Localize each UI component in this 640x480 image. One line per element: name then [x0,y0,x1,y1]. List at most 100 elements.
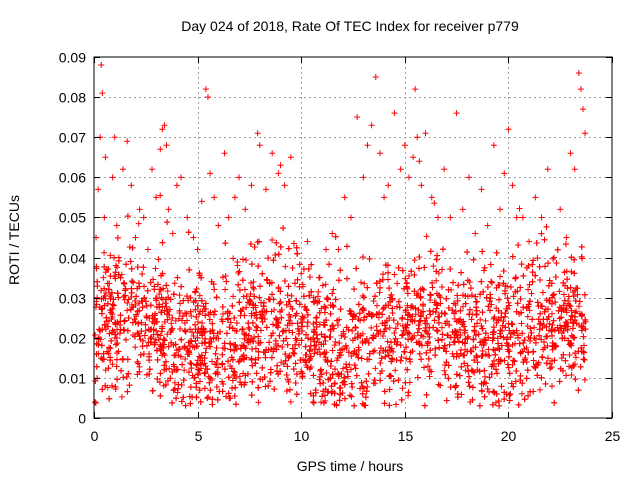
data-point [473,304,480,311]
data-point [505,320,512,327]
data-point [520,272,527,279]
data-point [157,146,164,153]
data-point [304,323,311,330]
data-point [298,270,305,277]
data-point [370,297,377,304]
data-point [368,324,375,331]
data-point [480,341,487,348]
data-point [337,306,344,313]
data-point [548,326,555,333]
data-point [332,296,339,303]
data-point [568,254,575,261]
data-point [376,309,383,316]
data-point [532,364,539,371]
data-point [302,351,309,358]
data-point [321,322,328,329]
data-point [581,356,588,363]
data-point [398,396,405,403]
data-point [521,337,528,344]
data-point [128,278,135,285]
data-point [253,309,260,316]
data-point [169,230,176,237]
data-point [114,376,121,383]
data-point [376,150,383,157]
data-point [438,284,445,291]
data-point [452,329,459,336]
data-point [486,374,493,381]
data-point [126,382,133,389]
data-point [199,320,206,327]
data-point [336,397,343,404]
data-point [306,274,313,281]
data-point [192,321,199,328]
data-point [105,286,112,293]
data-point [423,315,430,322]
data-point [421,402,428,409]
data-point [161,366,168,373]
data-point [491,357,498,364]
data-point [418,332,425,339]
data-point [284,363,291,370]
data-point [115,271,122,278]
data-point [121,280,128,287]
data-point [300,266,307,273]
data-point [253,327,260,334]
data-point [518,390,525,397]
data-point [287,313,294,320]
data-point [164,288,171,295]
data-point [317,366,324,373]
data-point [202,86,209,93]
data-point [158,343,165,350]
data-point [114,340,121,347]
data-point [310,334,317,341]
data-point [308,288,315,295]
data-point [146,357,153,364]
data-point [133,293,140,300]
data-point [286,352,293,359]
data-point [135,280,142,287]
data-point [227,340,234,347]
data-point [111,328,118,335]
data-point [275,371,282,378]
data-point [104,280,111,287]
data-point [572,376,579,383]
data-point [124,327,131,334]
data-point [101,214,108,221]
data-point [196,272,203,279]
data-point [314,335,321,342]
data-point [171,386,178,393]
data-point [331,390,338,397]
data-point [506,397,513,404]
data-point [580,333,587,340]
data-point [526,238,533,245]
data-point [200,303,207,310]
data-point [385,269,392,276]
data-point [345,326,352,333]
data-point [136,368,143,375]
data-point [242,372,249,379]
data-point [405,329,412,336]
data-point [539,289,546,296]
data-point [135,320,142,327]
data-point [172,317,179,324]
data-point [321,392,328,399]
data-point [108,337,115,344]
data-point [549,332,556,339]
data-point [277,243,284,250]
data-point [250,279,257,286]
data-point [308,261,315,268]
data-point [536,263,543,270]
data-point [538,230,545,237]
data-point [173,395,180,402]
data-point [123,261,130,268]
data-point [235,358,242,365]
data-point [519,380,526,387]
data-point [473,307,480,314]
data-point [239,326,246,333]
data-point [332,366,339,373]
data-point [332,338,339,345]
data-point [359,400,366,407]
data-point [200,325,207,332]
data-point [232,384,239,391]
data-point [575,70,582,77]
